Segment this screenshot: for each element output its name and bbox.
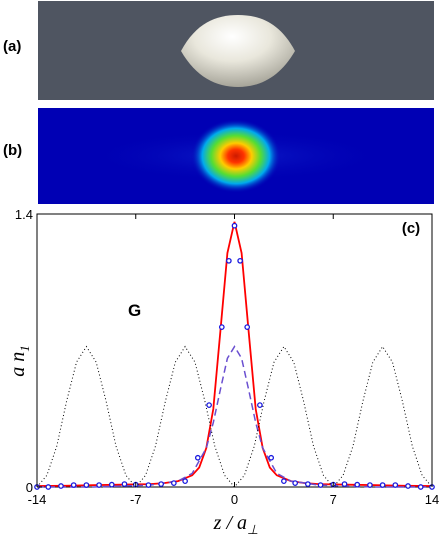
marker-point (182, 478, 188, 484)
ylabel-sub: 1 (17, 345, 32, 352)
marker-point (70, 482, 77, 488)
marker-point (281, 478, 287, 484)
x-tick-label: 7 (330, 492, 337, 507)
marker-point (268, 454, 275, 461)
marker-point (341, 481, 348, 487)
marker-point (292, 480, 299, 486)
density-heatmap (38, 108, 434, 204)
marker-point (121, 481, 128, 487)
marker-point (45, 484, 52, 490)
marker-point (218, 324, 225, 330)
marker-point (417, 484, 424, 490)
marker-point (237, 257, 243, 264)
panel-label-a: (a) (3, 38, 22, 55)
series-solid-line (36, 221, 433, 487)
x-tick-label: 0 (231, 492, 238, 507)
heatmap-core (191, 119, 281, 193)
marker-point (354, 481, 361, 488)
surface-body (181, 15, 295, 87)
annotation-g: G (128, 301, 141, 320)
heatmap-svg (38, 108, 434, 204)
isosurface-render (38, 1, 434, 100)
marker-point (244, 324, 251, 330)
marker-point (231, 222, 238, 229)
xlabel-main: z / a (213, 512, 247, 534)
marker-point (158, 481, 164, 487)
xlabel-sub: ⊥ (247, 522, 258, 537)
marker-point (317, 482, 324, 488)
svg-text:z / a⊥: z / a⊥ (213, 512, 259, 537)
marker-point (194, 454, 201, 461)
marker-point (170, 480, 177, 486)
marker-point (83, 482, 90, 488)
isosurface-shape (181, 15, 295, 87)
marker-point (206, 402, 212, 408)
marker-point (226, 257, 232, 264)
panel-label-b: (b) (3, 142, 23, 159)
panel-label-c: (c) (402, 220, 420, 237)
marker-point (367, 482, 373, 488)
y-tick-label: 1.4 (15, 207, 33, 222)
marker-point (257, 402, 263, 408)
marker-point (108, 481, 115, 488)
plot-area (36, 213, 433, 488)
marker-point (392, 482, 399, 488)
marker-point (145, 482, 152, 488)
marker-point (58, 483, 64, 489)
svg-text:a n1: a n1 (7, 345, 32, 377)
series-dotted-line (36, 345, 433, 488)
x-tick-label: -14 (28, 492, 47, 507)
density-chart: -14 -7 0 7 14 0 1.4 (c) G a n1 z / a⊥ (7, 207, 439, 537)
y-tick-label: 0 (26, 480, 33, 495)
plot-frame (36, 213, 433, 488)
series-dashed-line (37, 345, 432, 488)
marker-point (405, 483, 411, 489)
series-layer (34, 221, 435, 490)
ylabel-main: a n (7, 352, 29, 377)
x-tick-label: 14 (425, 492, 439, 507)
marker-point (379, 482, 386, 488)
tick-layer: -14 -7 0 7 14 0 1.4 (15, 207, 439, 507)
x-tick-label: -7 (130, 492, 142, 507)
marker-point (305, 481, 311, 487)
marker-point (96, 482, 102, 488)
